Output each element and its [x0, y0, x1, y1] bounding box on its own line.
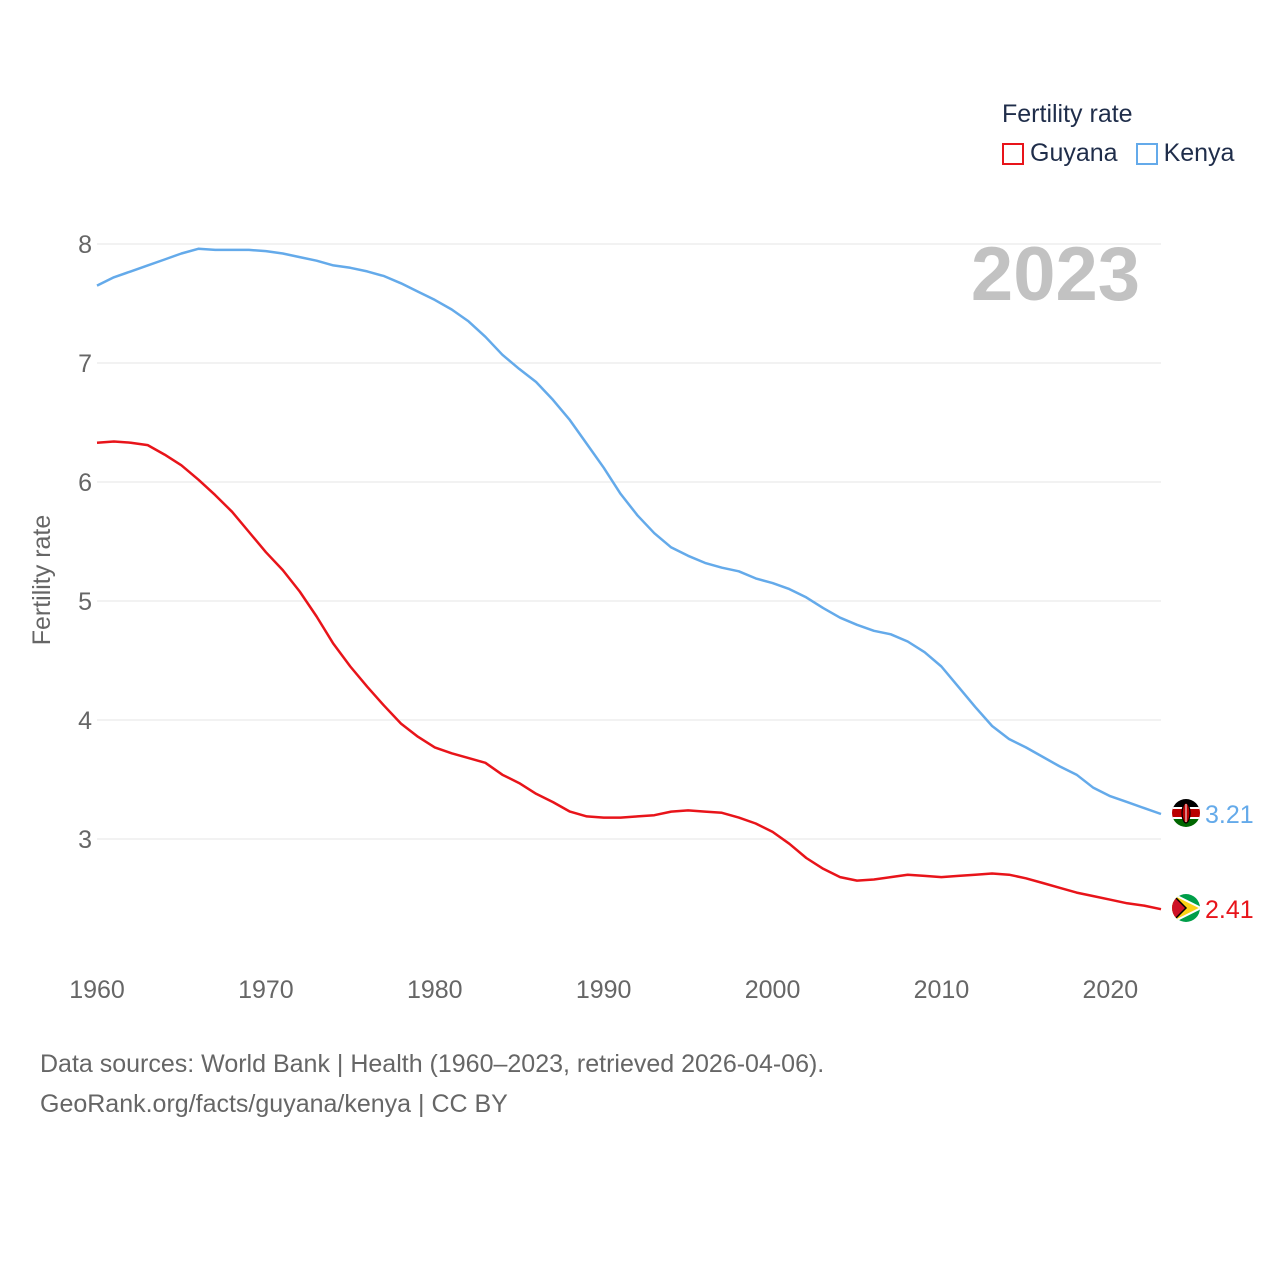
- x-tick-label: 1970: [238, 976, 294, 1004]
- series-lines: [96, 247, 1162, 911]
- series-line-guyana: [96, 440, 1162, 911]
- series-end-markers: [1172, 799, 1200, 922]
- end-label-guyana: 2.41: [1205, 896, 1254, 924]
- guyana-flag-icon: [1172, 894, 1200, 922]
- legend: Fertility rate Guyana Kenya: [1002, 100, 1234, 168]
- axis-ticks: 3 4 5 6 7 8 1960 1970 1980 1990 2000 2010 2020: [69, 231, 1138, 1004]
- y-tick-label: 7: [78, 350, 92, 378]
- legend-label-kenya: Kenya: [1163, 139, 1235, 167]
- kenya-flag-icon: [1172, 799, 1200, 827]
- y-tick-label: 6: [78, 469, 92, 497]
- x-tick-label: 2010: [914, 976, 970, 1004]
- x-tick-label: 1960: [69, 976, 125, 1004]
- legend-title: Fertility rate: [1002, 100, 1133, 128]
- legend-swatch-kenya: [1135, 142, 1158, 165]
- y-tick-label: 8: [78, 231, 92, 259]
- series-end-labels: 2.41 3.21: [1205, 801, 1254, 924]
- legend-item-kenya[interactable]: Kenya: [1135, 139, 1235, 168]
- legend-swatch-guyana: [1002, 142, 1024, 165]
- x-tick-label: 1990: [576, 976, 632, 1004]
- footer: Data sources: World Bank | Health (1960–…: [40, 1044, 824, 1124]
- data-source-text: Data sources: World Bank | Health (1960–…: [40, 1050, 825, 1078]
- y-tick-label: 3: [78, 826, 92, 854]
- attribution-line: GeoRank.org/facts/guyana/kenya | CC BY: [40, 1084, 824, 1124]
- grid-lines: [97, 243, 1161, 840]
- end-label-kenya: 3.21: [1205, 801, 1254, 829]
- series-line-kenya: [96, 247, 1162, 816]
- current-year-watermark: 2023: [971, 232, 1140, 317]
- y-tick-label: 4: [78, 707, 92, 735]
- x-tick-label: 1980: [407, 976, 463, 1004]
- license-text: | CC BY: [411, 1090, 508, 1118]
- legend-label-guyana: Guyana: [1030, 139, 1118, 167]
- y-tick-label: 5: [78, 588, 92, 616]
- legend-item-guyana[interactable]: Guyana: [1002, 139, 1118, 168]
- y-axis-label: Fertility rate: [28, 515, 56, 646]
- x-tick-label: 2000: [745, 976, 801, 1004]
- source-link[interactable]: GeoRank.org/facts/guyana/kenya: [40, 1090, 412, 1118]
- x-tick-label: 2020: [1083, 976, 1139, 1004]
